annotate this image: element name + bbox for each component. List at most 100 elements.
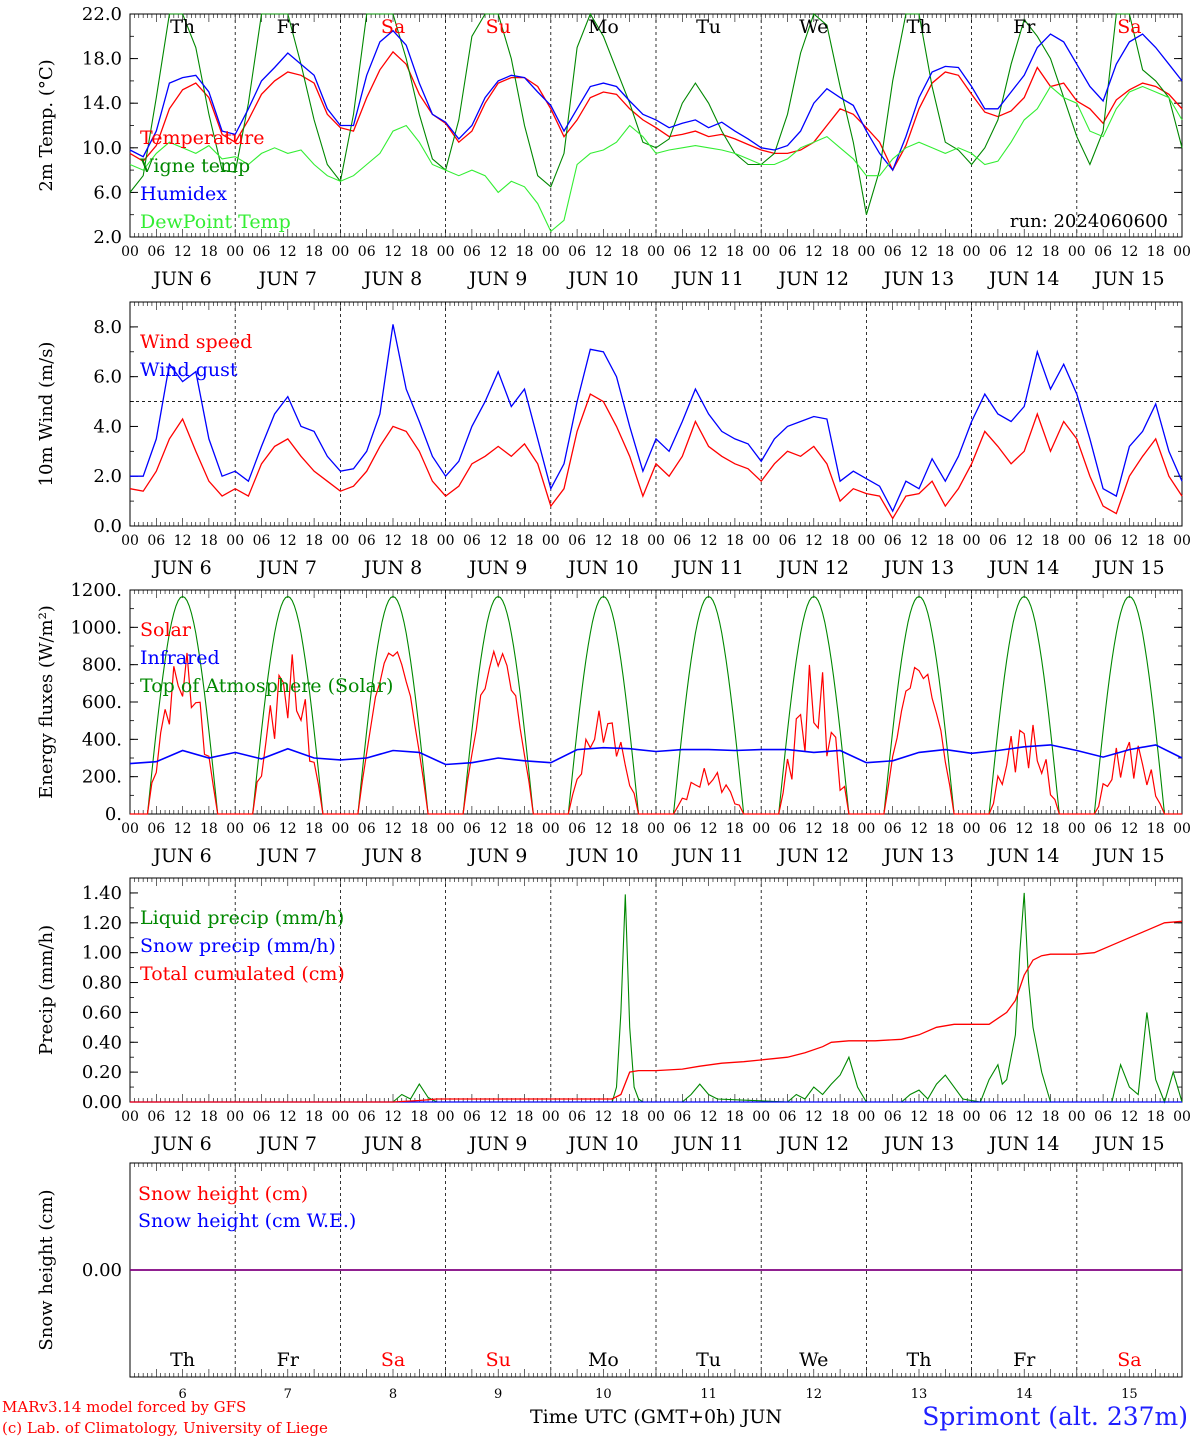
hour-label: 18 [200, 244, 218, 260]
hour-label: 06 [884, 244, 902, 260]
hour-label: 12 [1120, 533, 1138, 549]
day-number: 15 [1121, 1387, 1138, 1402]
hour-label: 00 [647, 821, 665, 837]
date-label: JUN 11 [671, 845, 743, 867]
series-vigne-temp-line [129, 12, 1183, 215]
hour-label: 00 [437, 821, 455, 837]
y-tick-label: 6.0 [93, 367, 122, 388]
hour-label: 06 [673, 244, 691, 260]
hour-label: 12 [805, 244, 823, 260]
hour-label: 06 [358, 821, 376, 837]
y-tick-label: 14.0 [82, 93, 122, 114]
hour-label: 06 [147, 821, 165, 837]
hour-label: 18 [936, 821, 954, 837]
hour-label: 06 [568, 1109, 586, 1125]
hour-label: 12 [489, 533, 507, 549]
hour-label: 06 [358, 533, 376, 549]
hour-label: 06 [147, 533, 165, 549]
day-name-bottom: Su [486, 1349, 511, 1371]
legend-entry: Temperature [140, 127, 264, 149]
hour-label: 12 [489, 821, 507, 837]
y-tick-label: 0.00 [82, 1092, 122, 1113]
legend-entry: Snow precip (mm/h) [140, 935, 336, 957]
hour-label: 06 [358, 244, 376, 260]
y-tick-label: 0.60 [82, 1002, 122, 1023]
hour-label: 06 [568, 244, 586, 260]
hour-label: 00 [963, 533, 981, 549]
hour-label: 12 [594, 533, 612, 549]
hour-label: 12 [700, 533, 718, 549]
hour-label: 06 [1094, 533, 1112, 549]
hour-label: 18 [200, 1109, 218, 1125]
day-name-top: Sa [381, 16, 405, 38]
date-label: JUN 9 [467, 268, 527, 290]
hour-label: 12 [279, 533, 297, 549]
hour-label: 12 [805, 821, 823, 837]
hour-label: 06 [779, 533, 797, 549]
legend-entry: Total cumulated (cm) [140, 963, 345, 985]
day-number: 6 [178, 1387, 186, 1402]
hour-label: 18 [726, 821, 744, 837]
day-name-bottom: Fr [277, 1349, 300, 1371]
panel-frame [129, 589, 1183, 815]
hour-label: 12 [384, 244, 402, 260]
hour-label: 06 [673, 821, 691, 837]
hour-label: 12 [700, 1109, 718, 1125]
hour-label: 00 [1173, 244, 1191, 260]
date-label: JUN 14 [987, 1133, 1059, 1155]
hour-label: 00 [121, 244, 139, 260]
hour-label: 12 [700, 244, 718, 260]
date-label: JUN 14 [987, 845, 1059, 867]
legend-entry: Vigne temp [139, 155, 250, 177]
hour-label: 06 [989, 244, 1007, 260]
day-number: 14 [1016, 1387, 1033, 1402]
legend-entry: Snow height (cm) [138, 1183, 308, 1205]
legend-entry: Infrared [140, 647, 220, 669]
day-name-top: Su [486, 16, 511, 38]
hour-label: 06 [253, 821, 271, 837]
hour-label: 18 [516, 533, 534, 549]
legend-entry: DewPoint Temp [140, 211, 291, 233]
hour-label: 18 [831, 821, 849, 837]
series-dewpoint-temp-line [129, 85, 1183, 233]
hour-label: 18 [1042, 821, 1060, 837]
date-label: JUN 10 [566, 845, 638, 867]
y-tick-label: 0.40 [82, 1032, 122, 1053]
hour-label: 06 [463, 244, 481, 260]
hour-label: 18 [1147, 244, 1165, 260]
hour-label: 12 [1120, 821, 1138, 837]
legend-entry: Top of Atmosphere (Solar) [140, 675, 393, 697]
series-wind-speed-line [129, 393, 1183, 520]
hour-label: 06 [884, 821, 902, 837]
hour-label: 18 [516, 821, 534, 837]
hour-label: 12 [174, 244, 192, 260]
hour-label: 00 [857, 821, 875, 837]
hour-label: 00 [121, 533, 139, 549]
date-label: JUN 6 [151, 1133, 211, 1155]
hour-label: 00 [1068, 821, 1086, 837]
legend-entry: Snow height (cm W.E.) [138, 1210, 356, 1232]
hour-label: 18 [621, 1109, 639, 1125]
date-label: JUN 7 [257, 845, 317, 867]
hour-label: 06 [779, 821, 797, 837]
date-label: JUN 15 [1092, 845, 1164, 867]
day-number: 10 [595, 1387, 612, 1402]
y-tick-label: 0.0 [93, 516, 122, 537]
hour-label: 18 [200, 821, 218, 837]
hour-label: 12 [384, 533, 402, 549]
station-name: Sprimont (alt. 237m) [922, 1402, 1188, 1431]
date-label: JUN 6 [151, 557, 211, 579]
date-label: JUN 9 [467, 557, 527, 579]
day-name-bottom: Th [907, 1349, 932, 1371]
hour-label: 06 [147, 244, 165, 260]
date-label: JUN 13 [882, 845, 954, 867]
hour-label: 18 [621, 244, 639, 260]
hour-label: 18 [516, 244, 534, 260]
model-credit-line: MARv3.14 model forced by GFS [2, 1398, 247, 1416]
y-tick-label: 1.00 [82, 943, 122, 964]
day-name-bottom: Sa [381, 1349, 405, 1371]
hour-label: 12 [594, 821, 612, 837]
y-tick-label: 8.0 [93, 317, 122, 338]
hour-label: 12 [910, 244, 928, 260]
legend-entry: Humidex [140, 183, 227, 205]
